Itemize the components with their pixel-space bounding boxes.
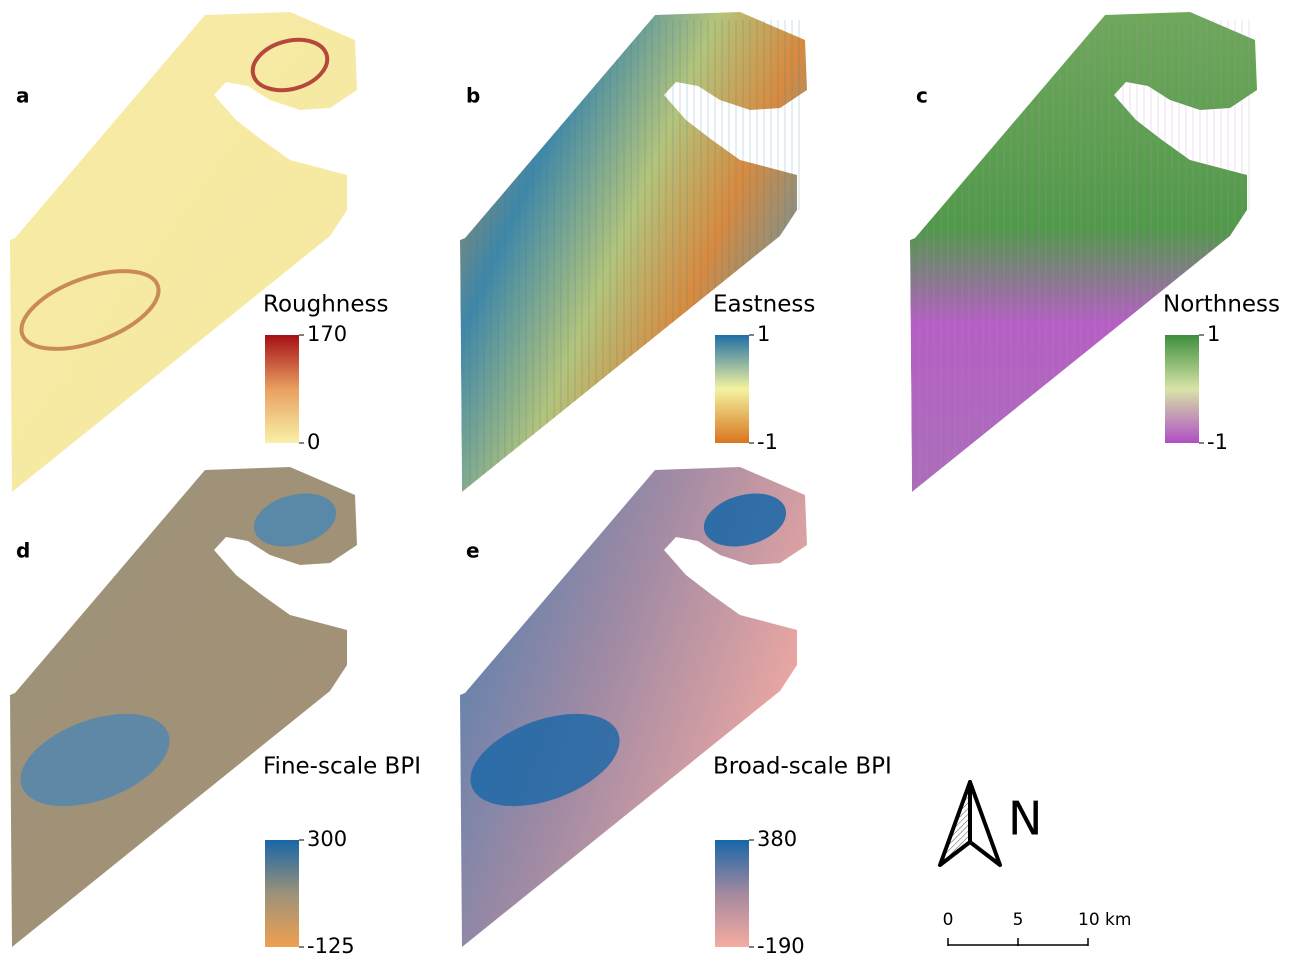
map-panel: d Fine-scale BPI 300 -125 <box>8 467 421 958</box>
panel-letter: a <box>16 84 30 108</box>
legend-min: -190 <box>757 934 805 958</box>
panels: a Roughness 170 0 b Eastness 1 -1 c Northness 1 -1 d… <box>8 0 1280 958</box>
scale-label: 10 km <box>1078 910 1131 930</box>
map-panel: e Broad-scale BPI 380 -190 <box>458 467 892 958</box>
colorbar <box>715 840 749 947</box>
scale-bar: 0 5 10 km <box>943 910 1132 946</box>
legend-min: -1 <box>757 430 778 454</box>
figure: a Roughness 170 0 b Eastness 1 -1 c Northness 1 -1 d… <box>0 0 1298 960</box>
colorbar <box>1165 335 1199 443</box>
legend-min: -125 <box>307 934 355 958</box>
panel-letter: b <box>466 84 480 108</box>
legend-min: -1 <box>1207 430 1228 454</box>
north-label: N <box>1008 792 1042 846</box>
north-arrow: N <box>940 782 1042 865</box>
colorbar <box>715 335 749 443</box>
legend-max: 380 <box>757 827 797 851</box>
legend-title: Fine-scale BPI <box>263 754 421 780</box>
legend-max: 1 <box>757 322 770 346</box>
legend-title: Eastness <box>713 292 815 318</box>
legend-min: 0 <box>307 430 320 454</box>
map-panel: a Roughness 170 0 <box>10 12 388 492</box>
legend-title: Broad-scale BPI <box>713 754 892 780</box>
panel-letter: e <box>466 539 480 563</box>
legend-max: 300 <box>307 827 347 851</box>
scale-label: 5 <box>1013 910 1024 930</box>
map-panel: c Northness 1 -1 <box>900 0 1280 495</box>
map-panel: b Eastness 1 -1 <box>450 0 815 495</box>
colorbar <box>265 335 299 443</box>
legend-title: Northness <box>1163 292 1280 318</box>
panel-letter: d <box>16 539 30 563</box>
panel-letter: c <box>916 84 928 108</box>
legend-max: 170 <box>307 322 347 346</box>
scale-label: 0 <box>943 910 954 930</box>
legend-title: Roughness <box>263 292 388 318</box>
legend-max: 1 <box>1207 322 1220 346</box>
colorbar <box>265 840 299 947</box>
